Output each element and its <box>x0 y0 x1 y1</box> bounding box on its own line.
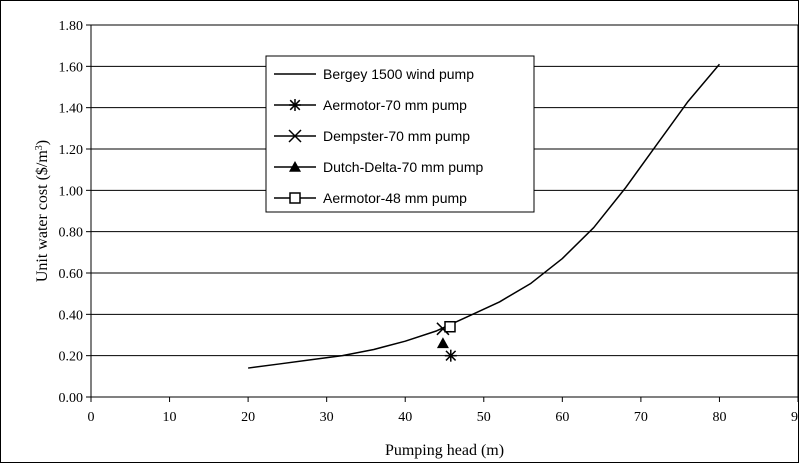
x-tick-label: 80 <box>712 410 726 425</box>
legend-label: Dempster-70 mm pump <box>323 128 470 144</box>
legend-marker-stroke <box>289 99 301 111</box>
marker-shape <box>444 320 456 333</box>
legend-marker-square <box>289 192 301 204</box>
series-layer <box>248 63 721 369</box>
y-axis-title-superscript: 3 <box>34 145 45 150</box>
x-tick-label: 50 <box>477 410 491 425</box>
y-tick-label: 1.00 <box>59 184 84 199</box>
y-axis-title-suffix: ) <box>34 140 51 145</box>
data-point-square <box>444 320 456 333</box>
y-tick-label: 1.80 <box>59 19 84 34</box>
x-tick-label: 70 <box>634 410 648 425</box>
y-tick-label: 0.60 <box>59 267 84 282</box>
x-tick-label: 40 <box>398 410 412 425</box>
x-tick-label: 30 <box>320 410 334 425</box>
data-point-triangle <box>436 337 449 349</box>
legend-marker-triangle <box>289 161 301 172</box>
y-tick-label: 0.00 <box>59 391 84 406</box>
legend-marker-shape <box>289 192 301 204</box>
marker-shape <box>436 337 449 349</box>
x-axis-title: Pumping head (m) <box>385 442 504 459</box>
series-4 <box>444 320 456 333</box>
y-tick-label: 0.20 <box>59 350 84 365</box>
y-tick-label: 1.40 <box>59 102 84 117</box>
legend-item: Aermotor-70 mm pump <box>274 97 467 113</box>
y-tick-label: 1.20 <box>59 143 84 158</box>
legend-item: Bergey 1500 wind pump <box>274 66 474 82</box>
marker-stroke <box>445 350 457 361</box>
legend-label: Aermotor-48 mm pump <box>323 190 467 206</box>
series-1 <box>444 349 457 362</box>
legend-item: Dempster-70 mm pump <box>274 128 470 144</box>
y-tick-label: 0.80 <box>59 226 84 241</box>
series-3 <box>436 337 449 349</box>
legend-item: Aermotor-48 mm pump <box>274 190 467 206</box>
legend-item: Dutch-Delta-70 mm pump <box>274 159 483 175</box>
legend-marker-shape <box>289 161 301 172</box>
x-tick-label: 60 <box>555 410 569 425</box>
legend-label: Dutch-Delta-70 mm pump <box>323 159 483 175</box>
legend-box <box>265 55 535 213</box>
legend-marker-x <box>288 129 302 143</box>
data-point-asterisk <box>444 349 457 362</box>
axis-ticks: 0.00 0.20 0.40 0.60 0.80 1.00 1.20 1.40 1.60 1.80… <box>59 19 799 425</box>
legend-label: Bergey 1500 wind pump <box>323 66 474 82</box>
legend: Bergey 1500 wind pump Aermotor-70 mm pump… <box>265 55 535 213</box>
y-axis-title-main: Unit water cost ($/m <box>34 150 51 283</box>
x-tick-label: 10 <box>163 410 177 425</box>
y-tick-label: 1.60 <box>59 60 84 75</box>
x-tick-label: 20 <box>241 410 255 425</box>
y-axis-title: Unit water cost ($/m3) <box>34 140 52 282</box>
series-line <box>248 63 721 369</box>
x-tick-label: 0 <box>88 410 95 425</box>
series-0 <box>248 63 721 369</box>
legend-marker-asterisk <box>289 99 301 111</box>
legend-label: Aermotor-70 mm pump <box>323 97 467 113</box>
legend-marker-stroke <box>288 129 302 143</box>
y-tick-label: 0.40 <box>59 308 84 323</box>
x-tick-label: 90 <box>791 410 798 425</box>
